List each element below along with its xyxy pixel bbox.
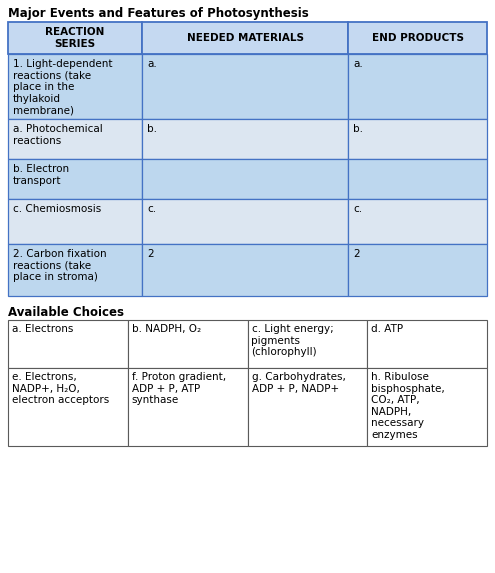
Text: 2: 2 [147, 249, 154, 259]
Bar [8, 54, 142, 119]
Bar [8, 159, 142, 199]
Bar [348, 159, 487, 199]
Text: g. Carbohydrates,
ADP + P, NADP+: g. Carbohydrates, ADP + P, NADP+ [251, 372, 346, 394]
Bar [348, 119, 487, 159]
Bar [8, 119, 142, 159]
Bar [142, 119, 348, 159]
Bar [348, 199, 487, 244]
Text: a.: a. [147, 59, 157, 69]
Text: a. Electrons: a. Electrons [12, 324, 73, 334]
Bar [142, 199, 348, 244]
Bar [8, 244, 142, 296]
Text: b. NADPH, O₂: b. NADPH, O₂ [132, 324, 201, 334]
Text: h. Ribulose
bisphosphate,
CO₂, ATP,
NADPH,
necessary
enzymes: h. Ribulose bisphosphate, CO₂, ATP, NADP… [371, 372, 445, 440]
Bar [367, 320, 487, 368]
Bar [348, 54, 487, 119]
Text: c.: c. [353, 204, 362, 214]
Bar [367, 368, 487, 446]
Text: c. Light energy;
pigments
(chlorophyll): c. Light energy; pigments (chlorophyll) [251, 324, 333, 357]
Text: Major Events and Features of Photosynthesis: Major Events and Features of Photosynthe… [8, 7, 309, 20]
Text: f. Proton gradient,
ADP + P, ATP
synthase: f. Proton gradient, ADP + P, ATP synthas… [132, 372, 226, 405]
Bar [348, 244, 487, 296]
Bar [128, 368, 248, 446]
Text: NEEDED MATERIALS: NEEDED MATERIALS [187, 33, 303, 43]
Text: c. Chemiosmosis: c. Chemiosmosis [13, 204, 101, 214]
Text: b.: b. [353, 124, 363, 134]
Text: Available Choices: Available Choices [8, 306, 124, 319]
Text: a.: a. [353, 59, 363, 69]
Text: b.: b. [147, 124, 157, 134]
Bar [8, 320, 128, 368]
Bar [8, 199, 142, 244]
Bar [142, 22, 348, 54]
Text: 2: 2 [353, 249, 360, 259]
Text: REACTION
SERIES: REACTION SERIES [46, 27, 105, 49]
Bar [8, 22, 142, 54]
Text: 2. Carbon fixation
reactions (take
place in stroma): 2. Carbon fixation reactions (take place… [13, 249, 106, 282]
Text: END PRODUCTS: END PRODUCTS [372, 33, 463, 43]
Bar [142, 54, 348, 119]
Bar [128, 320, 248, 368]
Bar [8, 368, 128, 446]
Text: d. ATP: d. ATP [371, 324, 403, 334]
Text: 1. Light-dependent
reactions (take
place in the
thylakoid
membrane): 1. Light-dependent reactions (take place… [13, 59, 112, 115]
Bar [142, 244, 348, 296]
Bar [248, 368, 367, 446]
Bar [348, 22, 487, 54]
Text: e. Electrons,
NADP+, H₂O,
electron acceptors: e. Electrons, NADP+, H₂O, electron accep… [12, 372, 109, 405]
Text: b. Electron
transport: b. Electron transport [13, 164, 69, 186]
Bar [142, 159, 348, 199]
Text: c.: c. [147, 204, 156, 214]
Bar [248, 320, 367, 368]
Text: a. Photochemical
reactions: a. Photochemical reactions [13, 124, 103, 146]
